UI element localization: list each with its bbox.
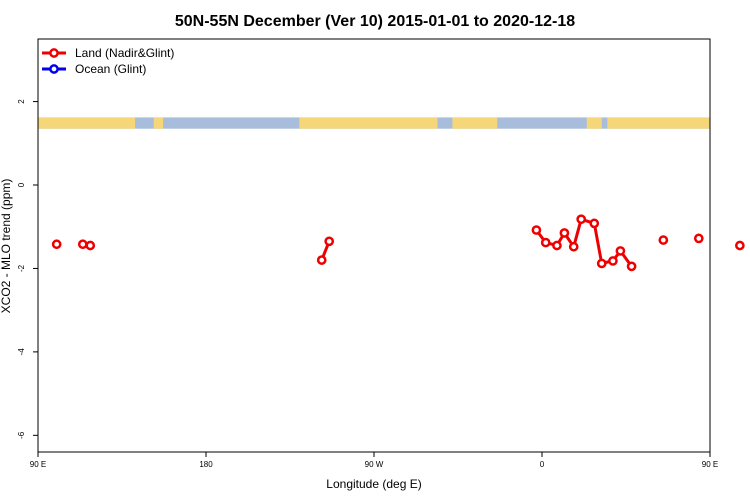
data-point <box>531 225 542 235</box>
data-point <box>596 258 607 269</box>
y-tick-label: -6 <box>17 431 26 439</box>
data-point <box>85 240 96 251</box>
data-point <box>626 261 637 272</box>
data-point <box>316 255 327 265</box>
data-point <box>615 246 626 256</box>
data-point <box>540 237 551 248</box>
data-marks <box>51 214 745 272</box>
x-tick-label: 0 <box>540 460 545 469</box>
y-axis: 2 0 -2 -4 -6 <box>17 99 38 439</box>
x-tick-label: 180 <box>199 460 213 469</box>
legend-label: Land (Nadir&Glint) <box>75 46 174 60</box>
y-tick-label: -2 <box>17 264 26 272</box>
y-tick-label: 0 <box>17 182 26 187</box>
legend-marker <box>49 48 59 58</box>
data-point <box>608 256 618 266</box>
legend: Land (Nadir&Glint) Ocean (Glint) <box>42 46 174 76</box>
data-point <box>735 240 745 251</box>
x-tick-label: 90 W <box>365 460 384 469</box>
data-point <box>568 241 579 252</box>
land-band <box>586 117 602 129</box>
data-point <box>51 239 62 250</box>
land-band <box>153 117 164 129</box>
x-tick-label: 90 E <box>702 460 718 469</box>
data-point <box>324 236 335 247</box>
x-axis: 90 E 180 90 W 0 90 E <box>30 452 718 469</box>
data-point <box>77 239 88 250</box>
land-band <box>452 117 498 129</box>
y-axis-label: XCO2 - MLO trend (ppm) <box>0 179 13 314</box>
legend-label: Ocean (Glint) <box>75 62 146 76</box>
land-band <box>299 117 438 129</box>
chart-title: 50N-55N December (Ver 10) 2015-01-01 to … <box>175 13 575 30</box>
data-point <box>576 214 587 225</box>
land-ocean-strip <box>38 117 710 129</box>
land-band <box>38 117 136 129</box>
x-axis-label: Longitude (deg E) <box>326 477 421 491</box>
data-point <box>693 233 704 244</box>
y-tick-label: -4 <box>17 348 26 356</box>
data-point <box>552 240 562 251</box>
data-point <box>559 228 570 238</box>
data-point <box>658 235 669 245</box>
land-band <box>607 117 710 129</box>
legend-marker <box>49 64 59 74</box>
data-point <box>589 218 600 229</box>
y-tick-label: 2 <box>17 99 26 104</box>
x-tick-label: 90 E <box>30 460 46 469</box>
plot-frame <box>37 38 711 453</box>
